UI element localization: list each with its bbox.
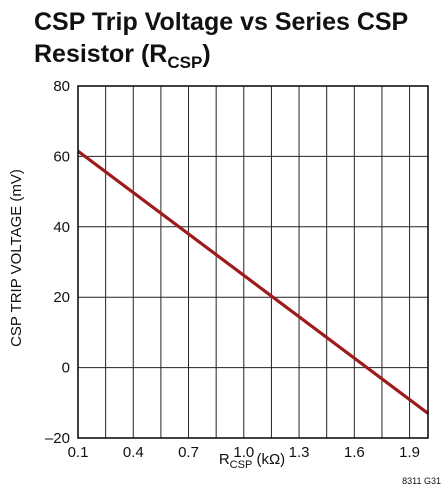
x-tick-label: 0.7 <box>178 444 199 461</box>
x-tick-label: 0.1 <box>68 444 89 461</box>
y-tick-label: 60 <box>53 148 70 165</box>
series-layer <box>77 149 429 415</box>
x-tick-label: 0.4 <box>123 444 144 461</box>
grid <box>77 85 428 439</box>
x-tick-label: 1.6 <box>344 444 365 461</box>
y-tick-label: 20 <box>53 289 70 306</box>
figure-code: 8311 G31 <box>402 476 441 486</box>
y-tick-label: –20 <box>45 430 70 447</box>
y-tick-label: 80 <box>53 78 70 95</box>
chart-title-line2: Resistor (RCSP) <box>34 40 211 72</box>
y-tick-label: 0 <box>62 360 70 377</box>
y-axis-label: CSP TRIP VOLTAGE (mV) <box>8 169 25 347</box>
chart-title-line1: CSP Trip Voltage vs Series CSP <box>34 8 408 36</box>
y-tick-label: 40 <box>53 219 70 236</box>
series-line <box>77 149 429 415</box>
x-tick-label: 1.9 <box>399 444 420 461</box>
y-tick-labels: –20 0 20 40 60 80 <box>45 78 70 447</box>
x-axis-label: RCSP (kΩ) <box>219 451 285 471</box>
x-tick-labels: 0.1 0.4 0.7 1.0 1.3 1.6 1.9 <box>68 444 420 461</box>
x-tick-label: 1.0 <box>233 444 254 461</box>
x-tick-label: 1.3 <box>289 444 310 461</box>
plot-frame <box>77 85 429 439</box>
